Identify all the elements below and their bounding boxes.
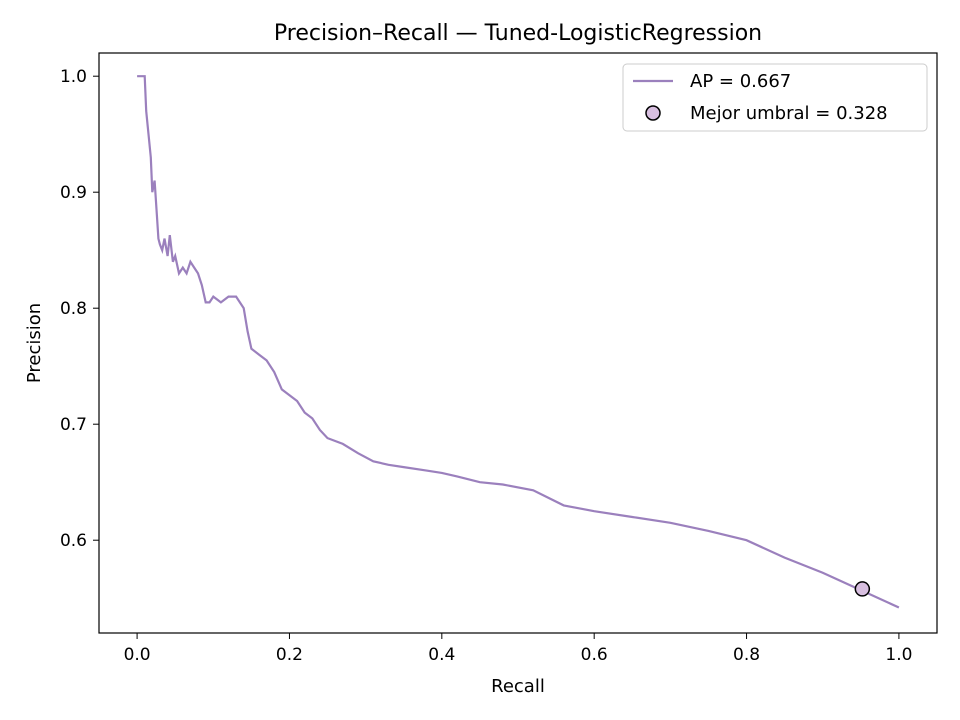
y-axis-ticks: 0.6 0.7 0.8 0.9 1.0 <box>60 67 99 551</box>
x-tick-label: 0.4 <box>428 645 455 665</box>
x-axis-label: Recall <box>491 676 545 697</box>
pr-curve-line <box>137 75 900 609</box>
legend-marker-label: Mejor umbral = 0.328 <box>690 103 888 124</box>
x-tick-label: 0.0 <box>124 645 151 665</box>
x-tick-label: 0.8 <box>733 645 760 665</box>
chart-title: Precision–Recall — Tuned-LogisticRegress… <box>274 21 762 46</box>
x-tick-label: 0.2 <box>276 645 303 665</box>
y-axis-label: Precision <box>24 303 45 383</box>
legend-marker-swatch <box>645 105 661 121</box>
legend-series-label: AP = 0.667 <box>690 71 791 92</box>
x-tick-label: 1.0 <box>885 645 912 665</box>
best-threshold-marker <box>854 581 871 597</box>
y-tick-label: 0.6 <box>60 531 87 551</box>
y-tick-label: 0.8 <box>60 299 87 319</box>
x-axis-ticks: 0.0 0.2 0.4 0.6 0.8 1.0 <box>124 633 912 665</box>
y-tick-label: 0.7 <box>60 415 87 435</box>
y-tick-label: 0.9 <box>60 183 87 203</box>
legend-box <box>622 63 928 132</box>
axes-frame <box>98 52 938 634</box>
plot-area <box>98 52 938 634</box>
y-tick-label: 1.0 <box>60 67 87 87</box>
x-tick-label: 0.6 <box>581 645 608 665</box>
legend: AP = 0.667 Mejor umbral = 0.328 <box>622 63 928 132</box>
